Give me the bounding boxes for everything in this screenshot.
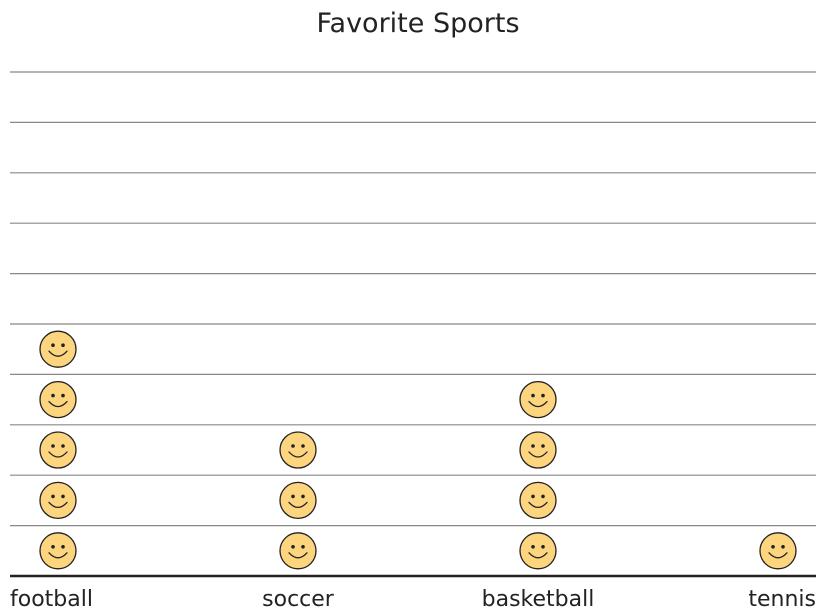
chart-title: Favorite Sports	[316, 8, 520, 39]
icon-layer	[39, 330, 797, 570]
smiley-face-icon	[759, 532, 797, 570]
smiley-face-icon	[279, 532, 317, 570]
smiley-face-icon	[279, 481, 317, 520]
category-labels: football soccer basketball tennis	[10, 587, 816, 609]
smiley-face-icon	[279, 431, 317, 469]
category-label-soccer: soccer	[262, 587, 335, 609]
smiley-face-icon	[519, 380, 557, 419]
smiley-face-icon	[39, 481, 77, 520]
category-label-tennis: tennis	[748, 587, 816, 609]
gridlines	[10, 71, 816, 578]
category-label-basketball: basketball	[482, 587, 595, 609]
smiley-face-icon	[519, 481, 557, 520]
smiley-face-icon	[39, 380, 77, 419]
smiley-face-icon	[39, 330, 77, 368]
smiley-face-icon	[39, 532, 77, 570]
smiley-face-icon	[519, 532, 557, 570]
smiley-face-icon	[39, 431, 77, 469]
smiley-face-icon	[519, 431, 557, 469]
category-label-football: football	[10, 587, 93, 609]
